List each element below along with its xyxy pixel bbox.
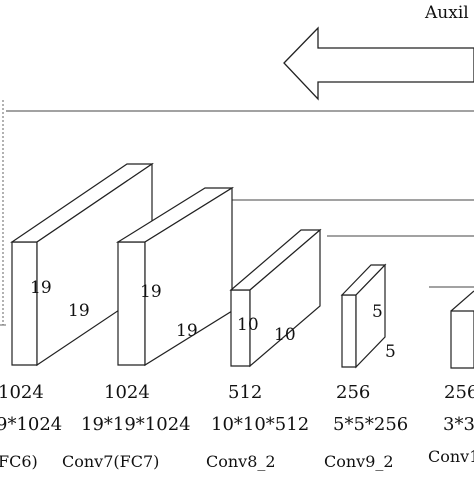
block-shape: 5*5*256 [333,414,408,435]
block-size-label: 5 [372,302,383,322]
block-size-label: 10 [237,315,259,335]
auxiliary-label: Auxil [424,3,469,23]
feature-block-conv8: 10 10 [229,228,322,368]
block-name: Conv8_2 [206,452,276,471]
cuboid-front [117,241,146,366]
block-channels: 256 [336,382,370,403]
block-name: Conv9_2 [324,452,394,471]
cuboid-front [11,241,38,366]
block-channels: 1024 [0,382,44,403]
feature-block-conv9: 5 5 [340,263,396,369]
block-size-label: 10 [274,325,296,345]
block-channels: 512 [228,382,262,403]
block-shape: 9*1024 [0,414,62,435]
block-size-label: 19 [140,282,162,302]
block-name: FC6) [0,452,38,471]
block-shape: 3*3 [443,414,474,435]
block-name: Conv7(FC7) [62,452,159,471]
feature-block-conv10 [450,290,474,369]
block-size-label: 19 [68,301,90,321]
cuboid-side [355,263,386,369]
block-size-label: 5 [385,342,396,362]
block-size-label: 19 [30,278,52,298]
block-name: Conv1 [428,447,474,466]
cuboid-side [249,228,321,368]
feature-block-fc6: 19 19 [10,162,154,367]
cuboid-front [341,294,357,368]
block-channels: 256 [444,382,474,403]
cuboid-front [450,310,474,369]
block-channels: 1024 [104,382,150,403]
block-shape: 10*10*512 [211,414,309,435]
block-size-label: 19 [176,321,198,341]
feature-block-conv7: 19 19 [115,186,235,367]
cuboid-edge [450,290,474,312]
left-arrow-icon [283,26,474,101]
block-shape: 19*19*1024 [81,414,191,435]
